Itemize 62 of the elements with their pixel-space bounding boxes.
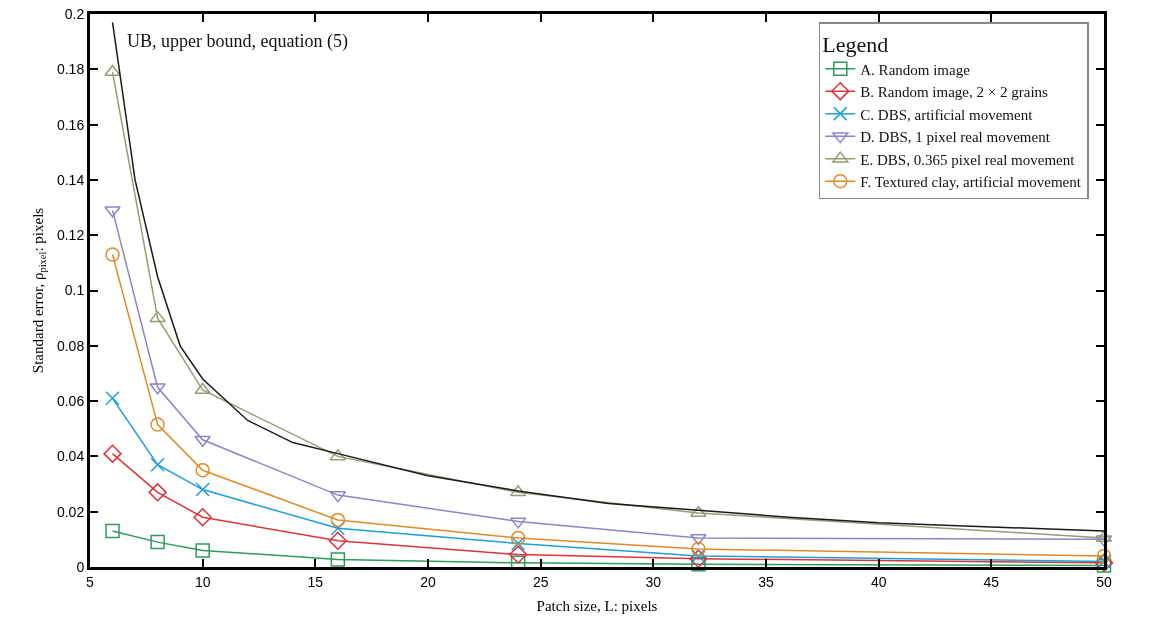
legend-label: F. Textured clay, artificial movement	[860, 174, 1082, 190]
point	[691, 556, 706, 572]
y-tick-label: 0.08	[56, 337, 85, 354]
point	[689, 549, 708, 568]
point	[195, 482, 210, 497]
point	[691, 548, 706, 564]
point	[330, 552, 346, 567]
x-tick-label: 50	[1096, 573, 1112, 590]
y-tick-label: 0.06	[56, 393, 85, 409]
y-tick-label: 0	[76, 558, 85, 575]
x-tick-label: 40	[870, 573, 887, 590]
point	[194, 435, 211, 448]
point	[194, 382, 211, 395]
point	[691, 541, 706, 557]
point	[1096, 558, 1112, 573]
y-tick-label: 0.02	[56, 503, 85, 520]
legend-label: E. DBS, 0.365 pixel real movement	[860, 151, 1076, 168]
point	[103, 444, 122, 463]
y-tick-label: 0.14	[56, 171, 85, 188]
point	[690, 533, 707, 546]
x-tick-label: 5	[86, 573, 95, 590]
point	[510, 536, 526, 551]
point	[149, 310, 166, 323]
point	[150, 417, 165, 432]
y-tick-label: 0.16	[56, 116, 85, 133]
legend-label: B. Random image, 2 × 2 grains	[860, 83, 1049, 100]
x-tick-label: 10	[194, 573, 211, 590]
point	[104, 206, 121, 218]
point	[328, 531, 348, 550]
annotation: UB, upper bound, equation (5)	[127, 31, 348, 52]
y-tick-label: 0.2	[64, 5, 85, 22]
x-tick-label: 15	[307, 573, 324, 590]
x-axis-title: Patch size, L: pixels	[536, 597, 658, 614]
point	[690, 505, 707, 518]
y-tick-label: 0.1	[64, 282, 85, 299]
point	[193, 508, 212, 527]
point	[105, 523, 120, 539]
x-tick-label: 35	[758, 573, 774, 590]
point	[510, 530, 526, 546]
legend-label: D. DBS, 1 pixel real movement	[860, 128, 1051, 145]
y-tick-label: 0.18	[56, 61, 85, 78]
y-tick-label: 0.12	[56, 227, 85, 244]
point	[105, 391, 120, 406]
point	[195, 462, 210, 478]
y-tick-label: 0.04	[56, 448, 85, 465]
point	[149, 383, 166, 395]
point	[105, 247, 120, 262]
point	[148, 483, 167, 502]
point	[104, 64, 121, 77]
x-tick-label: 45	[983, 573, 1000, 590]
legend-title: Legend	[822, 32, 889, 58]
x-tick-label: 25	[532, 573, 549, 590]
legend-label: A. Random image	[860, 61, 971, 78]
point	[330, 512, 346, 528]
x-tick-label: 30	[645, 573, 662, 590]
legend-label: C. DBS, artificial movement	[860, 106, 1034, 123]
point	[150, 534, 165, 550]
point	[195, 543, 210, 558]
point	[150, 457, 165, 472]
x-tick-label: 20	[420, 573, 436, 590]
point	[1096, 548, 1112, 564]
point	[508, 545, 528, 564]
